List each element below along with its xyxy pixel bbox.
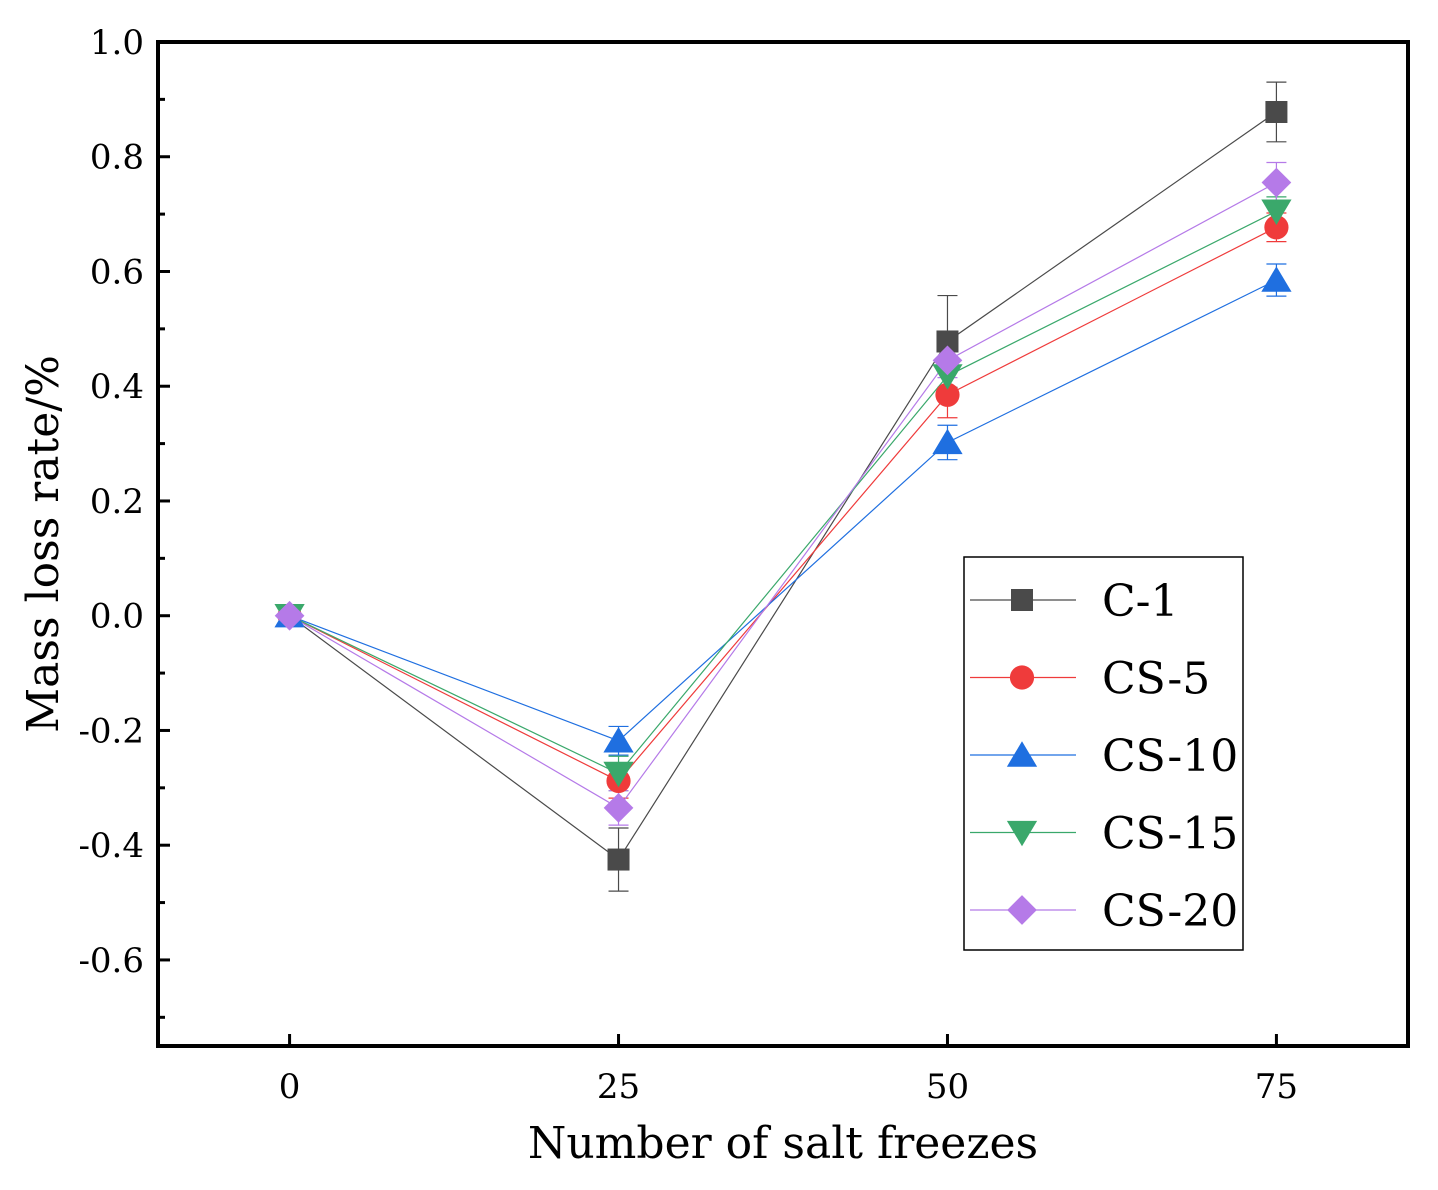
legend-item: CS-5 — [970, 654, 1210, 705]
series-line-C-1 — [289, 111, 1277, 861]
data-point-CS-10 — [603, 727, 634, 753]
data-point-CS-10 — [1261, 266, 1292, 292]
y-tick-label: 0.2 — [90, 482, 144, 522]
y-tick-label: 0.4 — [90, 367, 144, 407]
data-point-CS-15 — [932, 364, 963, 390]
data-point-CS-20 — [603, 793, 634, 823]
data-point-CS-15 — [603, 761, 634, 788]
data-point-CS-20 — [932, 345, 963, 376]
series-lines-layer — [289, 111, 1277, 861]
y-tick-label: 0.8 — [90, 138, 144, 178]
legend-marker-CS-5 — [1009, 665, 1035, 690]
legend-item: CS-20 — [970, 886, 1238, 937]
x-tick-label: 0 — [279, 1067, 301, 1107]
y-tick-label: 1.0 — [90, 23, 144, 63]
series-line-CS-10 — [289, 279, 1277, 742]
legend-item: CS-10 — [970, 731, 1238, 782]
legend-item: C-1 — [970, 576, 1179, 627]
y-tick-label: -0.6 — [78, 941, 144, 981]
data-point-CS-10 — [932, 428, 963, 455]
x-axis-title: Number of salt freezes — [528, 1118, 1038, 1169]
data-point-C-1 — [936, 330, 959, 353]
data-point-CS-20 — [1261, 167, 1292, 198]
series-markers-layer — [274, 100, 1292, 871]
y-axis-title: Mass loss rate/% — [18, 355, 69, 733]
plot-frame — [156, 40, 1410, 1048]
data-point-CS-5 — [1264, 215, 1289, 240]
data-point-CS-15 — [1261, 199, 1292, 225]
x-tick-label: 50 — [926, 1067, 969, 1107]
x-tick-label: 75 — [1255, 1067, 1298, 1107]
y-tick-label: -0.2 — [78, 711, 144, 751]
legend-label: CS-5 — [1102, 654, 1210, 705]
y-tick-label: 0.6 — [90, 252, 144, 292]
x-tick-label: 25 — [597, 1067, 640, 1107]
legend-marker-CS-20 — [1007, 895, 1037, 925]
y-tick-label: 0.0 — [90, 597, 144, 637]
legend-label: CS-10 — [1102, 731, 1238, 782]
data-point-C-1 — [607, 848, 630, 871]
data-point-CS-5 — [935, 382, 960, 407]
legend-box — [963, 556, 1244, 951]
series-line-CS-20 — [289, 182, 1277, 809]
legend-label: CS-15 — [1102, 809, 1238, 860]
legend-label: C-1 — [1102, 576, 1179, 627]
tick-labels-layer: 1.0 0.8 0.6 0.4 0.2 0.0 -0.2 -0.4 -0.6 0 25 50 75 — [78, 23, 1298, 1107]
y-tick-label: -0.4 — [78, 826, 144, 866]
legend-item: CS-15 — [970, 809, 1238, 860]
legend-label: CS-20 — [1102, 886, 1238, 937]
data-point-C-1 — [1265, 100, 1288, 123]
legend-marker-CS-15 — [1006, 820, 1038, 847]
data-point-CS-20 — [274, 600, 305, 631]
legend-marker-CS-10 — [1006, 741, 1038, 767]
series-line-CS-15 — [289, 210, 1277, 775]
series-line-CS-5 — [289, 226, 1277, 782]
legend-marker-C-1 — [1011, 589, 1033, 611]
legend: C-1 CS-5 CS-10 CS-15 CS-20 — [963, 556, 1244, 951]
